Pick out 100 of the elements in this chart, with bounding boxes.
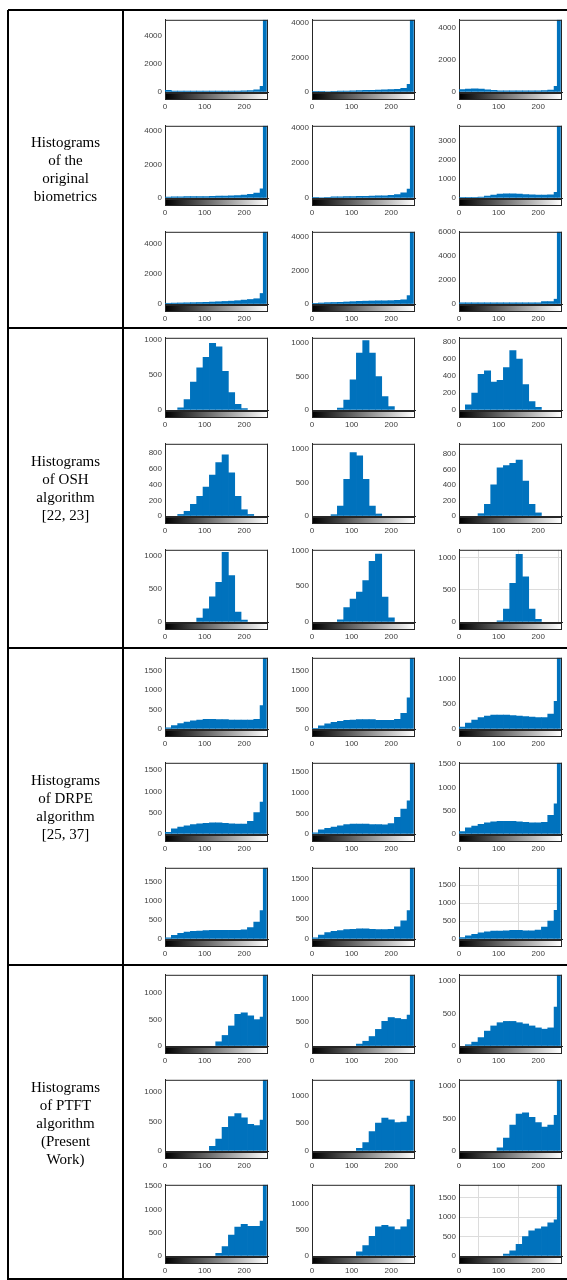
text: Histograms of OSH algorithm [22, 23] xyxy=(29,452,102,524)
x-tick-label: 200 xyxy=(384,526,399,535)
y-tick-label: 2000 xyxy=(291,265,310,275)
y-tick-label: 1000 xyxy=(291,545,310,555)
x-tick-label: 200 xyxy=(384,632,399,641)
y-tick-label: 1000 xyxy=(291,1199,310,1209)
y-tick-label: 1000 xyxy=(438,782,457,792)
y-tick-label: 1000 xyxy=(438,1081,457,1091)
y-tick-label: 1000 xyxy=(438,174,457,184)
x-tick-label: 200 xyxy=(531,1266,546,1275)
y-tick-label: 4000 xyxy=(291,232,310,242)
x-tick-label: 200 xyxy=(237,844,252,853)
y-tick-label: 1000 xyxy=(291,787,310,797)
y-tick-label: 500 xyxy=(442,699,457,709)
y-tick-label: 500 xyxy=(148,807,163,817)
y-tick-label: 4000 xyxy=(144,30,163,40)
y-tick-label: 2000 xyxy=(291,52,310,62)
y-tick-label: 0 xyxy=(451,934,457,944)
y-tick-label: 1500 xyxy=(291,767,310,777)
y-tick-label: 2000 xyxy=(438,55,457,65)
y-tick-label: 0 xyxy=(304,193,310,203)
x-tick-label: 200 xyxy=(531,420,546,429)
y-tick-label: 1000 xyxy=(438,552,457,562)
x-tick-label: 200 xyxy=(384,844,399,853)
y-tick-label: 500 xyxy=(442,1008,457,1018)
x-tick-label: 200 xyxy=(237,949,252,958)
y-tick-label: 0 xyxy=(157,829,163,839)
y-tick-label: 2000 xyxy=(144,58,163,68)
y-tick-label: 0 xyxy=(157,1251,163,1261)
x-tick-label: 100 xyxy=(344,102,359,111)
y-tick-label: 500 xyxy=(148,584,163,594)
y-tick-label: 0 xyxy=(451,724,457,734)
y-tick-label: 1000 xyxy=(291,993,310,1003)
y-tick-label: 0 xyxy=(157,193,163,203)
y-tick-label: 1000 xyxy=(438,898,457,908)
y-tick-label: 500 xyxy=(442,1231,457,1241)
x-tick-label: 100 xyxy=(344,1266,359,1275)
x-tick-label: 200 xyxy=(384,208,399,217)
x-tick-label: 200 xyxy=(237,208,252,217)
y-tick-label: 1000 xyxy=(438,976,457,986)
x-tick-label: 100 xyxy=(491,1161,506,1170)
y-tick-label: 2000 xyxy=(438,275,457,285)
x-tick-label: 200 xyxy=(531,102,546,111)
y-tick-label: 800 xyxy=(442,337,457,347)
x-tick-label: 100 xyxy=(344,314,359,323)
y-tick-label: 0 xyxy=(304,1041,310,1051)
x-tick-label: 200 xyxy=(237,1161,252,1170)
y-tick-label: 500 xyxy=(295,1225,310,1235)
x-tick-label: 200 xyxy=(384,314,399,323)
y-tick-label: 500 xyxy=(295,581,310,591)
y-tick-label: 500 xyxy=(442,805,457,815)
y-tick-label: 0 xyxy=(157,299,163,309)
y-tick-label: 0 xyxy=(451,1041,457,1051)
x-tick-label: 100 xyxy=(344,526,359,535)
y-tick-label: 1000 xyxy=(291,444,310,454)
x-tick-label: 200 xyxy=(531,314,546,323)
x-tick-label: 200 xyxy=(531,526,546,535)
y-tick-label: 0 xyxy=(451,87,457,97)
y-tick-label: 400 xyxy=(442,371,457,381)
y-tick-label: 1000 xyxy=(144,550,163,560)
x-tick-label: 200 xyxy=(531,208,546,217)
y-tick-label: 1500 xyxy=(291,665,310,675)
y-tick-label: 6000 xyxy=(438,227,457,236)
x-tick-label: 100 xyxy=(344,1161,359,1170)
y-tick-label: 600 xyxy=(442,464,457,474)
y-tick-label: 0 xyxy=(157,1146,163,1156)
y-tick-label: 1000 xyxy=(438,674,457,684)
y-tick-label: 1000 xyxy=(291,338,310,348)
x-tick-label: 100 xyxy=(197,420,212,429)
x-tick-label: 200 xyxy=(384,420,399,429)
x-tick-label: 200 xyxy=(237,739,252,748)
x-tick-label: 100 xyxy=(344,420,359,429)
x-tick-label: 100 xyxy=(491,1056,506,1065)
y-tick-label: 500 xyxy=(295,704,310,714)
y-tick-label: 0 xyxy=(304,724,310,734)
y-tick-label: 500 xyxy=(148,370,163,380)
y-tick-label: 1500 xyxy=(144,877,163,887)
y-tick-label: 1000 xyxy=(144,988,163,998)
x-tick-label: 100 xyxy=(344,844,359,853)
x-tick-label: 200 xyxy=(384,1266,399,1275)
y-tick-label: 1000 xyxy=(144,335,163,345)
y-tick-label: 500 xyxy=(295,1118,310,1128)
y-tick-label: 500 xyxy=(442,584,457,594)
x-tick-label: 100 xyxy=(491,314,506,323)
y-tick-label: 1500 xyxy=(144,1181,163,1191)
x-tick-label: 100 xyxy=(344,632,359,641)
y-tick-label: 2000 xyxy=(438,155,457,165)
x-tick-label: 100 xyxy=(197,844,212,853)
x-tick-label: 100 xyxy=(491,632,506,641)
y-tick-label: 0 xyxy=(304,934,310,944)
y-tick-label: 0 xyxy=(451,1251,457,1261)
x-tick-label: 200 xyxy=(237,314,252,323)
y-tick-label: 0 xyxy=(304,299,310,309)
x-tick-label: 200 xyxy=(384,1161,399,1170)
y-tick-label: 500 xyxy=(295,913,310,923)
y-tick-label: 200 xyxy=(442,388,457,398)
x-tick-label: 100 xyxy=(197,632,212,641)
x-tick-label: 100 xyxy=(344,949,359,958)
y-tick-label: 1000 xyxy=(438,1212,457,1222)
y-tick-label: 4000 xyxy=(144,239,163,249)
